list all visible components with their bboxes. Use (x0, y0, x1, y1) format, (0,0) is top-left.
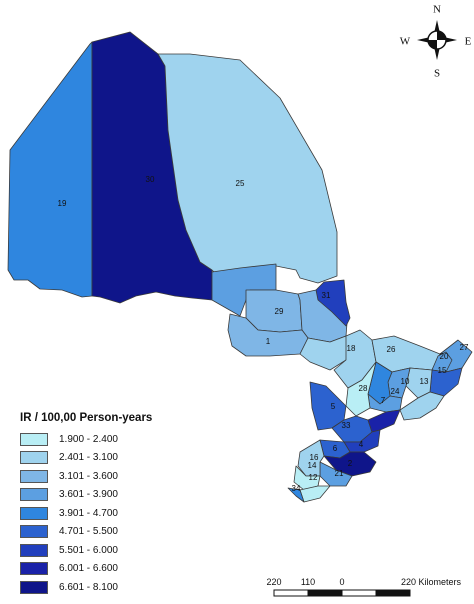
legend-label: 4.701 - 5.500 (59, 526, 118, 538)
region-label-1: 1 (266, 337, 271, 346)
legend-item: 3.101 - 3.600 (20, 467, 230, 486)
region-east-strip (399, 391, 445, 421)
legend-label: 2.401 - 3.100 (59, 452, 118, 464)
region-label-25: 25 (236, 179, 245, 188)
region-label-20: 20 (440, 352, 449, 361)
region-label-21: 21 (335, 469, 344, 478)
legend-item: 6.601 - 8.100 (20, 578, 230, 597)
legend-item: 4.701 - 5.500 (20, 523, 230, 542)
region-label-15: 15 (438, 366, 447, 375)
region-label-12: 12 (309, 473, 318, 482)
region-label-28: 28 (359, 384, 368, 393)
region-label-2: 2 (348, 459, 353, 468)
legend-swatch (20, 488, 48, 502)
region-label-33: 33 (342, 421, 351, 430)
region-label-18: 18 (347, 344, 356, 353)
legend-swatch (20, 580, 48, 594)
scale-tick-110: 110 (301, 577, 315, 587)
region-label-29: 29 (275, 307, 284, 316)
compass-s: S (434, 68, 440, 80)
region-toronto (367, 409, 401, 433)
legend-item: 6.001 - 6.600 (20, 560, 230, 579)
region-label-4: 4 (359, 440, 364, 449)
region-7 (367, 393, 403, 413)
scale-bar: 220 110 0 220 Kilometers (266, 577, 462, 597)
region-28 (345, 361, 377, 417)
region-label-31: 31 (322, 291, 331, 300)
legend-title: IR / 100,00 Person-years (20, 412, 153, 424)
legend-label: 6.601 - 8.100 (59, 581, 118, 593)
legend-label: 6.001 - 6.600 (59, 563, 118, 575)
legend-label: 3.901 - 4.700 (59, 507, 118, 519)
legend-swatch (20, 506, 48, 520)
region-label-5: 5 (331, 402, 336, 411)
region-label-7: 7 (381, 396, 386, 405)
region-label-19: 19 (58, 199, 67, 208)
legend-swatch (20, 469, 48, 483)
region-19 (7, 41, 93, 298)
legend-item: 1.900 - 2.400 (20, 430, 230, 449)
legend-swatch (20, 562, 48, 576)
region-label-13: 13 (420, 377, 429, 386)
compass-rose-icon: N S W E (400, 4, 472, 80)
region-label-30: 30 (146, 175, 155, 184)
legend-item: 3.601 - 3.900 (20, 486, 230, 505)
region-label-27: 27 (460, 343, 469, 352)
scale-tick-220-km: 220 Kilometers (401, 577, 462, 587)
legend-item: 2.401 - 3.100 (20, 449, 230, 468)
legend-swatch (20, 543, 48, 557)
scale-tick-0: 0 (339, 577, 344, 587)
legend-label: 3.101 - 3.600 (59, 470, 118, 482)
region-label-34: 34 (292, 484, 301, 493)
legend-rows: 1.900 - 2.400 2.401 - 3.100 3.101 - 3.600 3… (20, 430, 230, 597)
legend-swatch (20, 432, 48, 446)
region-label-24: 24 (391, 387, 400, 396)
scale-tick-220-left: 220 (266, 577, 281, 587)
legend-item: 5.501 - 6.000 (20, 541, 230, 560)
region-25 (157, 53, 338, 284)
legend-item: 3.901 - 4.700 (20, 504, 230, 523)
region-31 (315, 279, 351, 327)
compass-n: N (433, 4, 441, 16)
region-16 (297, 439, 325, 477)
legend-label: 3.601 - 3.900 (59, 489, 118, 501)
region-label-14: 14 (308, 461, 317, 470)
region-label-6: 6 (333, 444, 338, 453)
region-label-16: 16 (310, 453, 319, 462)
compass-w: W (400, 36, 411, 48)
compass-e: E (465, 36, 472, 48)
region-34 (287, 487, 305, 503)
legend-label: 5.501 - 6.000 (59, 544, 118, 556)
legend-label: 1.900 - 2.400 (59, 433, 118, 445)
region-label-10: 10 (401, 377, 410, 386)
legend-swatch (20, 451, 48, 465)
region-label-26: 26 (387, 345, 396, 354)
legend: IR / 100,00 Person-years 1.900 - 2.400 2.… (20, 412, 230, 597)
legend-swatch (20, 525, 48, 539)
